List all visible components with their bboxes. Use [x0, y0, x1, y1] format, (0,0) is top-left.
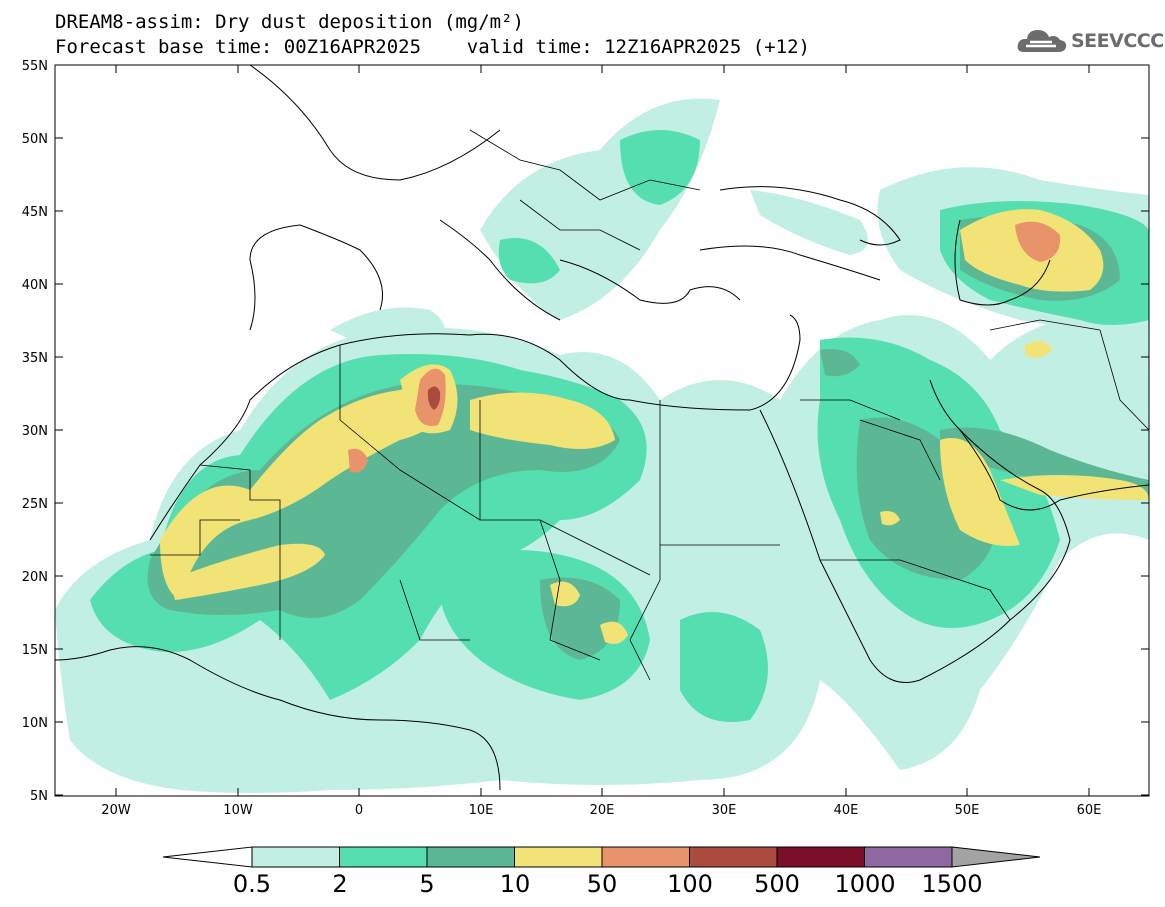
lon-tick: 30E [712, 65, 737, 818]
dust-contour-level-6 [427, 386, 441, 410]
lat-tick: 5N [30, 789, 1149, 804]
lon-tick: 10E [469, 65, 494, 818]
lat-tick: 40N [22, 278, 1149, 293]
caspian-coast [954, 219, 1051, 306]
gulf-coast [959, 429, 1149, 511]
colorbar-segment [776, 846, 865, 868]
europe-coast [249, 65, 501, 181]
lon-tick: 20E [590, 65, 615, 818]
colorbar-segment [689, 846, 778, 868]
lon-label: 40E [834, 803, 859, 818]
lon-label: 0 [355, 803, 363, 818]
colorbar-label: 1500 [921, 870, 982, 898]
logo-text: SEEVCCC [1071, 30, 1164, 52]
black-sea-coast [719, 186, 901, 246]
lon-label: 20W [101, 803, 131, 818]
lat-label: 45N [22, 205, 48, 220]
lat-label: 55N [22, 59, 48, 74]
lat-tick: 10N [22, 716, 1149, 731]
lat-label: 20N [22, 570, 48, 585]
lat-label: 10N [22, 716, 48, 731]
colorbar-label: 10 [500, 870, 531, 898]
colorbar-label: 50 [587, 870, 618, 898]
colorbar: 0.5 2 5 10 50 100 500 1000 1500 [162, 846, 1041, 898]
turkey-coast [699, 245, 881, 281]
lon-tick: 20W [101, 65, 131, 818]
lat-tick: 55N [22, 59, 1149, 74]
colorbar-label: 0.5 [233, 870, 271, 898]
lat-tick: 30N [22, 424, 1149, 439]
lat-label: 50N [22, 132, 48, 147]
colorbar-segment [426, 846, 515, 868]
colorbar-segment [601, 846, 690, 868]
latitude-axis: 55N 50N 45N 40N 35N 30N 25N 20N 15N 10N … [22, 59, 1149, 804]
west-africa-coast [55, 646, 501, 791]
dust-contour-level-4 [160, 209, 1149, 644]
lat-label: 30N [22, 424, 48, 439]
country-borders [150, 129, 1149, 681]
lat-tick: 25N [22, 497, 1149, 512]
colorbar-label: 5 [419, 870, 434, 898]
lat-label: 35N [22, 351, 48, 366]
colorbar-segment [251, 846, 340, 868]
colorbar-arrow-right [951, 846, 1041, 868]
north-africa-coast [149, 314, 801, 541]
lon-tick: 40E [834, 65, 859, 818]
lat-label: 25N [22, 497, 48, 512]
lat-tick: 15N [22, 643, 1149, 658]
seevccc-logo: SEEVCCC [1016, 24, 1164, 58]
iberia-coast [249, 224, 383, 331]
colorbar-label: 1000 [834, 870, 895, 898]
arabia-coast [759, 379, 1071, 683]
lon-label: 30E [712, 803, 737, 818]
colorbar-segment [339, 846, 428, 868]
cloud-logo-icon [1017, 30, 1067, 52]
lon-tick: 0 [355, 65, 363, 818]
lon-tick: 50E [955, 65, 980, 818]
lon-label: 10E [469, 803, 494, 818]
colorbar-label: 100 [667, 870, 713, 898]
lon-tick: 60E [1077, 65, 1102, 818]
italy-coast [439, 219, 561, 321]
lon-label: 20E [590, 803, 615, 818]
lat-tick: 50N [22, 132, 1149, 147]
colorbar-segment [864, 846, 953, 868]
lat-tick: 20N [22, 570, 1149, 585]
longitude-axis: 20W 10W 0 10E 20E 30E 40E 50E 60E [101, 65, 1101, 818]
colorbar-label: 2 [332, 870, 347, 898]
lat-tick: 45N [22, 205, 1149, 220]
lat-label: 15N [22, 643, 48, 658]
lon-label: 60E [1077, 803, 1102, 818]
lat-label: 40N [22, 278, 48, 293]
lon-label: 50E [955, 803, 980, 818]
colorbar-segment [514, 846, 603, 868]
colorbar-arrow-left [162, 846, 253, 868]
lat-label: 5N [30, 789, 48, 804]
title-line-1: DREAM8-assim: Dry dust deposition (mg/m²… [55, 11, 524, 33]
lon-tick: 10W [223, 65, 253, 818]
title-line-2: Forecast base time: 00Z16APR2025 valid t… [55, 36, 810, 58]
lon-label: 10W [223, 803, 253, 818]
colorbar-segments [251, 846, 953, 868]
lat-tick: 35N [22, 351, 1149, 366]
greece-coast [559, 259, 741, 304]
dust-field [55, 98, 1149, 793]
coastlines [55, 65, 1149, 791]
colorbar-label: 500 [754, 870, 800, 898]
